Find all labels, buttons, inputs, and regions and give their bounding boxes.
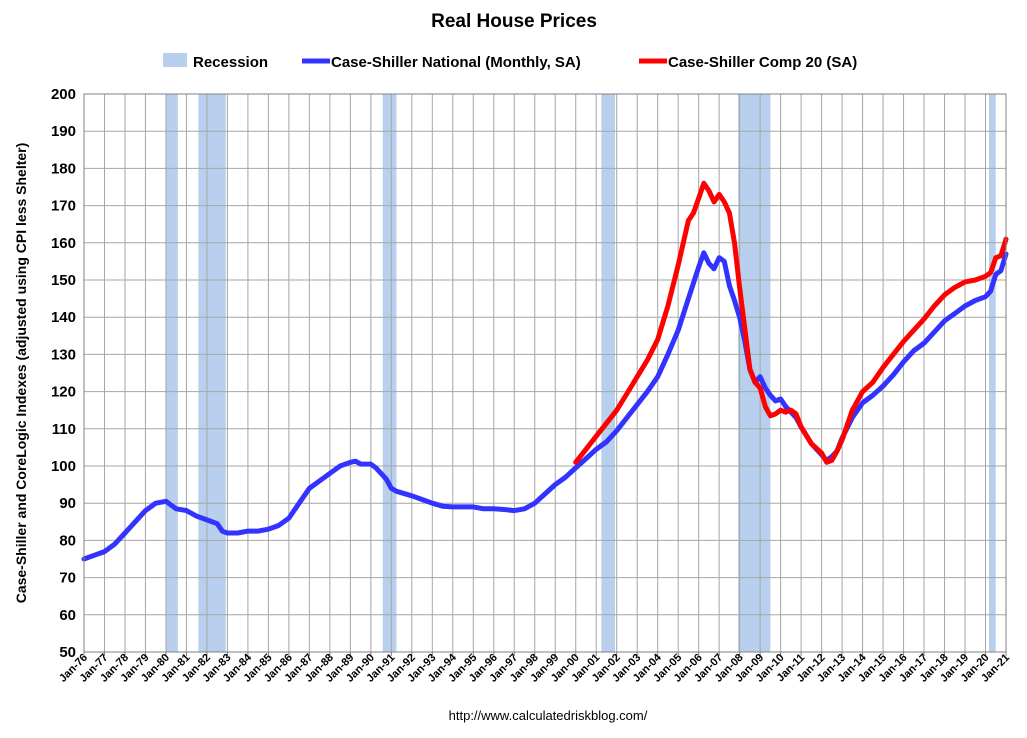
plot-border — [83, 93, 1007, 653]
recession-band-1 — [198, 94, 226, 652]
y-tick-label-11: 160 — [51, 235, 76, 252]
legend-label-recession: Recession — [193, 54, 268, 71]
recession-band-5 — [988, 94, 996, 652]
y-tick-label-12: 170 — [51, 198, 76, 215]
recession-band-4 — [738, 94, 771, 652]
y-tick-label-2: 70 — [59, 570, 76, 587]
legend: Recession Case-Shiller National (Monthly… — [163, 53, 857, 71]
series-line-1 — [573, 180, 1009, 465]
y-tick-label-14: 190 — [51, 123, 76, 140]
y-tick-label-0: 50 — [59, 644, 76, 661]
y-tick-label-15: 200 — [51, 86, 76, 103]
legend-label-national: Case-Shiller National (Monthly, SA) — [331, 54, 581, 71]
recession-band-3 — [601, 94, 616, 652]
recession-band-2 — [382, 94, 397, 652]
y-tick-label-5: 100 — [51, 458, 76, 475]
y-tick-label-7: 120 — [51, 384, 76, 401]
source-url[interactable]: http://www.calculatedriskblog.com/ — [449, 708, 648, 723]
y-tick-label-9: 140 — [51, 309, 76, 326]
y-tick-label-4: 90 — [59, 495, 76, 512]
y-tick-label-6: 110 — [52, 421, 76, 438]
y-tick-label-8: 130 — [51, 346, 76, 363]
y-tick-label-3: 80 — [59, 532, 76, 549]
y-axis-label: Case-Shiller and CoreLogic Indexes (adju… — [13, 143, 29, 604]
chart-title: Real House Prices — [431, 11, 597, 32]
recession-bands — [165, 94, 996, 652]
plot-frame — [83, 93, 1007, 653]
plot-background — [84, 94, 1006, 652]
series-lines — [81, 180, 1009, 562]
y-tick-label-10: 150 — [51, 272, 76, 289]
y-tick-label-1: 60 — [59, 607, 76, 624]
y-axis-ticks: 50 60 70 80 90 100 110 120 130 140 150 160 170 180 190… — [51, 86, 76, 661]
x-axis-ticks: Jan-76Jan-77Jan-78Jan-79Jan-80Jan-81Jan-… — [57, 651, 1012, 685]
legend-swatch-recession — [163, 53, 187, 67]
legend-label-comp20: Case-Shiller Comp 20 (SA) — [668, 54, 857, 71]
recession-band-0 — [165, 94, 178, 652]
plot-area — [84, 94, 1006, 652]
y-tick-label-13: 180 — [51, 160, 76, 177]
gridlines — [83, 93, 1007, 653]
